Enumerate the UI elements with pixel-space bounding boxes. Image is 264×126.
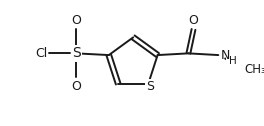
Text: Cl: Cl xyxy=(35,47,47,60)
Text: H: H xyxy=(229,56,236,66)
Text: S: S xyxy=(72,46,81,60)
Text: O: O xyxy=(71,14,81,27)
Text: S: S xyxy=(146,80,154,93)
Text: O: O xyxy=(188,14,199,27)
Text: O: O xyxy=(71,80,81,93)
Text: N: N xyxy=(221,49,230,62)
Text: CH₃: CH₃ xyxy=(244,63,264,76)
